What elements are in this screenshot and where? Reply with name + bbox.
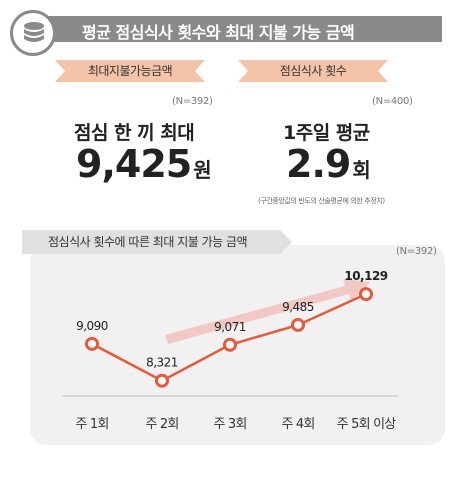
chart-title: 점심식사 횟수에 따른 최대 지불 가능 금액: [48, 235, 248, 249]
left-stat-number: 9,425: [76, 142, 192, 186]
data-point: [223, 337, 237, 352]
right-stat-unit: 회: [352, 158, 370, 182]
x-tick-label: 주 1회: [75, 417, 108, 432]
x-tick-label: 주 3회: [213, 417, 246, 432]
data-label: 9,485: [282, 300, 314, 314]
left-sample-note: (N=392): [172, 96, 213, 107]
chart-panel: [30, 245, 445, 445]
left-stat-unit: 원: [193, 158, 211, 182]
right-stat-number: 2.9: [286, 142, 351, 186]
data-point: [155, 373, 169, 388]
right-stat-value: 2.9 회: [286, 142, 371, 186]
x-tick-label: 주 2회: [145, 417, 178, 432]
data-point: [85, 336, 99, 351]
page-title: 평균 점심식사 횟수와 최대 지불 가능 금액: [82, 23, 355, 42]
data-label: 10,129: [344, 269, 387, 283]
data-label: 8,321: [146, 356, 178, 370]
coins-stack-icon: [24, 22, 44, 42]
ribbon-lunch-count-label: 점심식사 횟수: [279, 64, 347, 78]
x-tick-label: 주 4회: [281, 417, 314, 432]
banner-icon-circle: [10, 10, 56, 56]
left-stat-label: 점심 한 끼 최대: [74, 122, 195, 144]
data-label: 9,071: [214, 320, 246, 334]
data-label: 9,090: [76, 319, 108, 333]
ribbon-max-payment-label: 최대지불가능금액: [87, 64, 173, 78]
ribbon-max-payment: 최대지불가능금액: [55, 60, 205, 82]
chart-sample-note: (N=392): [396, 246, 437, 257]
data-point: [291, 317, 305, 332]
right-stat-label: 1주일 평균: [283, 122, 370, 144]
data-point: [359, 287, 373, 302]
x-tick-label: 주 5회 이상: [337, 417, 397, 432]
right-sample-note: (N=400): [372, 96, 413, 107]
left-stat-value: 9,425 원: [76, 142, 212, 186]
ribbon-lunch-count: 점심식사 횟수: [238, 60, 388, 82]
title-banner: 평균 점심식사 횟수와 최대 지불 가능 금액: [4, 10, 444, 56]
series-line: [91, 292, 367, 383]
banner-bar: [24, 16, 442, 42]
trend-arrow: [165, 279, 370, 344]
right-stat-footnote: (구간중앙값의 빈도의 산술평균에 의한 추정치): [258, 197, 385, 205]
